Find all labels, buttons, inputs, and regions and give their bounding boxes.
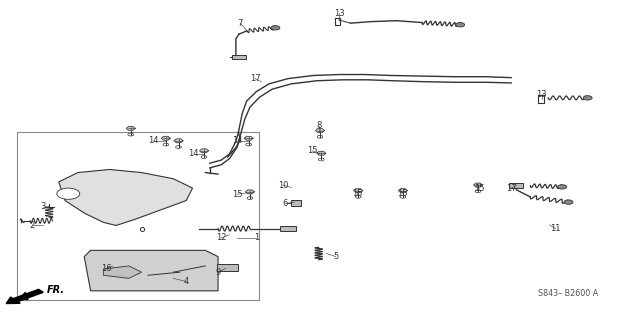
Polygon shape xyxy=(200,149,209,153)
Circle shape xyxy=(271,26,280,30)
Text: 15: 15 xyxy=(352,189,362,198)
Polygon shape xyxy=(398,189,407,192)
Circle shape xyxy=(557,185,566,189)
Text: 12: 12 xyxy=(216,233,227,242)
Bar xyxy=(218,264,238,271)
Polygon shape xyxy=(84,250,218,291)
Text: 16: 16 xyxy=(101,264,112,273)
Text: 17: 17 xyxy=(250,74,260,83)
Polygon shape xyxy=(317,151,326,155)
Text: 15: 15 xyxy=(307,146,317,155)
Text: FR.: FR. xyxy=(47,285,65,295)
Polygon shape xyxy=(126,127,135,130)
Bar xyxy=(291,200,301,207)
Polygon shape xyxy=(354,189,363,192)
Text: 8: 8 xyxy=(316,122,321,130)
Text: 7: 7 xyxy=(237,19,243,28)
FancyArrow shape xyxy=(6,289,43,304)
Polygon shape xyxy=(59,170,193,225)
Text: 3: 3 xyxy=(40,202,45,211)
Polygon shape xyxy=(316,129,324,133)
Bar xyxy=(17,132,259,300)
Polygon shape xyxy=(246,190,254,194)
Polygon shape xyxy=(474,183,483,187)
Text: 13: 13 xyxy=(536,89,547,99)
Text: 14: 14 xyxy=(189,149,199,158)
Text: 17: 17 xyxy=(506,184,516,192)
Text: 15: 15 xyxy=(232,190,243,199)
Text: 14: 14 xyxy=(232,136,243,145)
Text: 14: 14 xyxy=(148,136,158,145)
Text: 5: 5 xyxy=(333,252,339,261)
Text: 15: 15 xyxy=(397,189,408,198)
Text: 11: 11 xyxy=(550,224,561,233)
Polygon shape xyxy=(174,139,183,143)
Circle shape xyxy=(57,188,80,199)
Polygon shape xyxy=(161,137,170,140)
Text: 2: 2 xyxy=(29,221,35,230)
Polygon shape xyxy=(103,266,141,279)
Text: 13: 13 xyxy=(334,9,344,18)
Circle shape xyxy=(564,200,573,204)
Bar xyxy=(280,226,296,231)
Circle shape xyxy=(583,96,592,100)
Bar xyxy=(509,183,524,188)
Text: 6: 6 xyxy=(282,199,287,208)
Text: 10: 10 xyxy=(278,181,288,190)
Text: S843– B2600 A: S843– B2600 A xyxy=(538,289,598,298)
Polygon shape xyxy=(244,137,253,140)
Circle shape xyxy=(456,23,465,27)
Bar xyxy=(232,55,246,59)
Text: 9: 9 xyxy=(216,268,221,277)
Text: 15: 15 xyxy=(474,184,484,192)
Text: 1: 1 xyxy=(253,233,259,242)
Text: 4: 4 xyxy=(184,277,189,286)
